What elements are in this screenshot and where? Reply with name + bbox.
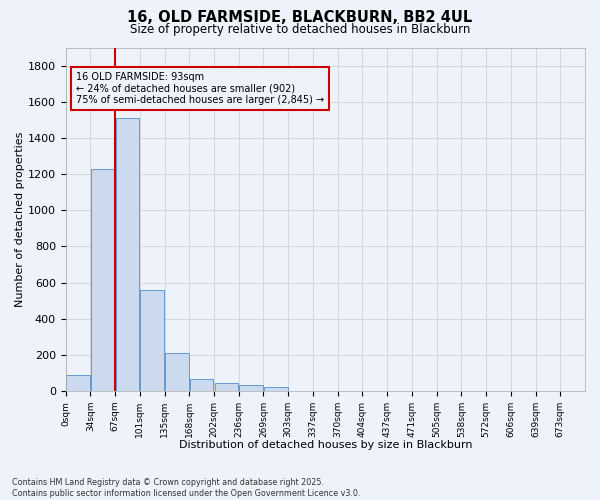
Bar (215, 383, 238, 391)
Text: Contains HM Land Registry data © Crown copyright and database right 2025.
Contai: Contains HM Land Registry data © Crown c… (12, 478, 361, 498)
Bar (165, 353, 188, 391)
X-axis label: Distribution of detached houses by size in Blackburn: Distribution of detached houses by size … (179, 440, 472, 450)
Bar (91, 168, 115, 391)
Text: 16 OLD FARMSIDE: 93sqm
← 24% of detached houses are smaller (902)
75% of semi-de: 16 OLD FARMSIDE: 93sqm ← 24% of detached… (76, 72, 324, 105)
Bar (116, 118, 139, 391)
Bar (239, 385, 263, 391)
Text: 16, OLD FARMSIDE, BLACKBURN, BB2 4UL: 16, OLD FARMSIDE, BLACKBURN, BB2 4UL (127, 10, 473, 25)
Bar (190, 380, 214, 391)
Bar (66, 375, 90, 391)
Text: Size of property relative to detached houses in Blackburn: Size of property relative to detached ho… (130, 22, 470, 36)
Bar (264, 386, 287, 391)
Y-axis label: Number of detached properties: Number of detached properties (15, 132, 25, 307)
Bar (140, 290, 164, 391)
